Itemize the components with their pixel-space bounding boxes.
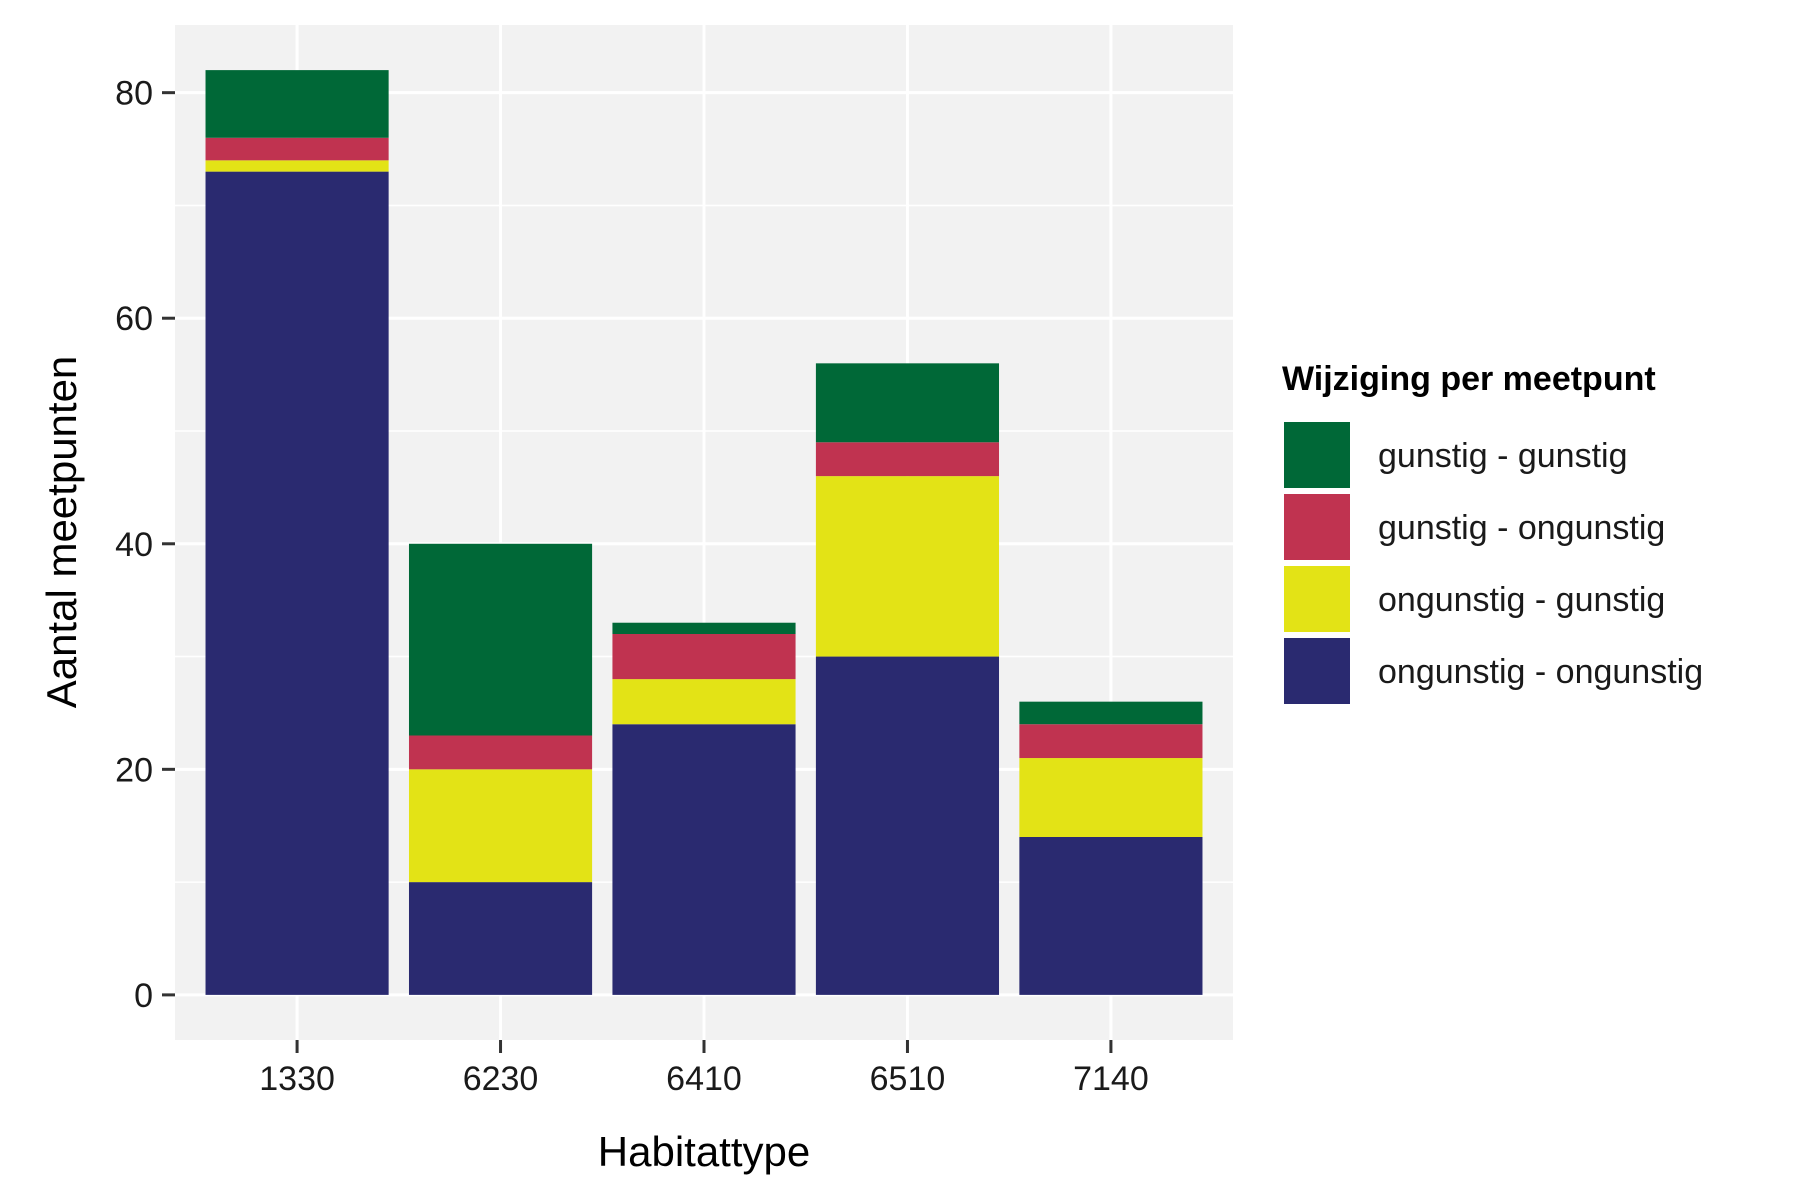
legend: Wijziging per meetpunt gunstig - gunstig… xyxy=(1282,360,1703,706)
x-tick-label: 6410 xyxy=(666,1060,742,1098)
bar-segment xyxy=(408,735,593,770)
x-tick-label: 1330 xyxy=(259,1060,335,1098)
legend-label: ongunstig - gunstig xyxy=(1378,581,1665,619)
bar-segment xyxy=(1019,724,1203,759)
legend-label: gunstig - ongunstig xyxy=(1378,509,1665,547)
bar-segment xyxy=(1019,837,1203,995)
y-tick-label: 60 xyxy=(115,300,153,338)
bar-segment xyxy=(205,171,389,995)
y-tick-label: 80 xyxy=(115,75,153,113)
legend-title: Wijziging per meetpunt xyxy=(1282,360,1656,398)
x-axis-title: Habitattype xyxy=(598,1128,810,1175)
legend-key xyxy=(1282,420,1352,490)
legend-label: ongunstig - ongunstig xyxy=(1378,653,1703,691)
bar-segment xyxy=(612,679,796,725)
bar-segment xyxy=(815,656,1000,995)
legend-key xyxy=(1282,492,1352,562)
legend-key xyxy=(1282,636,1352,706)
bar-segment xyxy=(1019,701,1203,725)
y-axis: 0 20 40 60 80 xyxy=(115,75,175,1015)
bar-segment xyxy=(815,363,1000,443)
bars xyxy=(205,70,1203,995)
y-tick-label: 20 xyxy=(115,751,153,789)
legend-label: gunstig - gunstig xyxy=(1378,437,1628,475)
x-tick-label: 7140 xyxy=(1073,1060,1149,1098)
x-tick-label: 6230 xyxy=(463,1060,539,1098)
x-axis: 1330 6230 6410 6510 7140 xyxy=(259,1040,1149,1098)
y-tick-label: 0 xyxy=(134,977,153,1015)
x-tick-label: 6510 xyxy=(870,1060,946,1098)
bar-segment xyxy=(408,882,593,995)
bar-segment xyxy=(815,476,1000,657)
bar-segment xyxy=(612,634,796,680)
legend-key xyxy=(1282,564,1352,634)
bar-segment xyxy=(408,543,593,736)
bar-segment xyxy=(408,769,593,883)
bar-segment xyxy=(612,622,796,634)
bar-segment xyxy=(205,137,389,161)
y-axis-title: Aantal meetpunten xyxy=(38,356,85,709)
bar-segment xyxy=(205,70,389,138)
y-tick-label: 40 xyxy=(115,526,153,564)
bar-segment xyxy=(612,724,796,995)
bar-segment xyxy=(815,442,1000,477)
bar-segment xyxy=(1019,758,1203,837)
bar-segment xyxy=(205,160,389,172)
